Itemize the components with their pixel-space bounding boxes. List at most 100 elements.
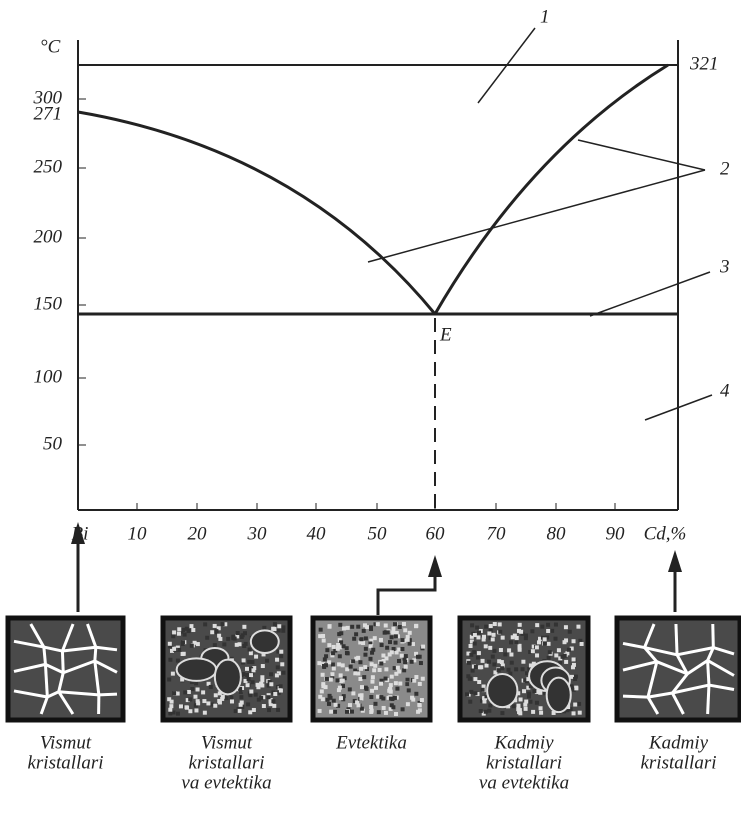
speckle [351,691,355,695]
speckle [356,656,360,660]
speckle [341,679,345,683]
grain-boundary [713,624,714,648]
speckle [497,659,501,663]
speckle [177,627,181,631]
speckle [364,647,368,651]
speckle [338,686,342,690]
grain [547,678,571,713]
speckle [360,685,364,689]
speckle [369,705,373,709]
speckle [418,682,422,686]
speckle [213,624,217,628]
micrograph-caption: Kadmiy [648,732,709,753]
speckle [279,654,283,658]
speckle [282,671,286,675]
callout-number: 3 [719,256,730,277]
speckle [334,703,338,707]
y-unit: °C [40,36,61,57]
speckle [213,704,217,708]
speckle [484,625,488,629]
speckle [187,690,191,694]
speckle [226,637,230,641]
speckle [221,622,225,626]
speckle [571,665,575,669]
speckle [372,668,376,672]
speckle [417,703,421,707]
speckle [336,678,340,682]
speckle [363,623,367,627]
speckle [348,703,352,707]
speckle [384,623,388,627]
speckle [524,634,528,638]
speckle [492,649,496,653]
speckle [384,711,388,715]
speckle [239,695,243,699]
speckle [479,709,483,713]
speckle [276,708,280,712]
speckle [493,622,497,626]
speckle [185,627,189,631]
speckle [476,656,480,660]
speckle [171,672,175,676]
speckle [168,658,172,662]
speckle [201,690,205,694]
speckle [196,687,200,691]
speckle [519,630,523,634]
speckle [400,647,404,651]
x-label: Cd,% [644,523,687,544]
speckle [210,630,214,634]
speckle [331,663,335,667]
speckle [262,704,266,708]
speckle [214,693,218,697]
speckle [364,686,368,690]
speckle [181,642,185,646]
speckle [394,681,398,685]
speckle [550,629,554,633]
speckle [181,628,185,632]
callout-number: 2 [720,158,730,179]
speckle [500,711,504,715]
speckle [554,653,558,657]
speckle [370,662,374,666]
speckle [346,626,350,630]
speckle [177,632,181,636]
y-label: 250 [34,156,63,177]
speckle [497,668,501,672]
speckle [474,665,478,669]
speckle [273,692,277,696]
speckle [484,710,488,714]
speckle [527,695,531,699]
speckle [414,692,418,696]
micrograph [313,618,430,720]
speckle [181,652,185,656]
speckle [325,648,329,652]
speckle [404,665,408,669]
speckle [324,685,328,689]
x-label: Bi [72,523,89,544]
speckle [238,709,242,713]
micrograph-caption: Vismut [201,732,253,753]
speckle [346,651,350,655]
speckle [242,658,246,662]
speckle [345,667,349,671]
micrograph-caption: Vismut [40,732,92,753]
speckle [230,699,234,703]
speckle [279,684,283,688]
speckle [350,625,354,629]
speckle [336,647,340,651]
y-label: 100 [34,366,63,387]
speckle [373,636,377,640]
speckle [339,673,343,677]
speckle [471,669,475,673]
speckle [354,632,358,636]
speckle [368,657,372,661]
speckle [576,625,580,629]
speckle [360,707,364,711]
speckle [411,698,415,702]
speckle [546,629,550,633]
speckle [519,697,523,701]
micrograph-caption: va evtektika [479,772,569,793]
speckle [196,642,200,646]
speckle [393,696,397,700]
speckle [498,622,502,626]
